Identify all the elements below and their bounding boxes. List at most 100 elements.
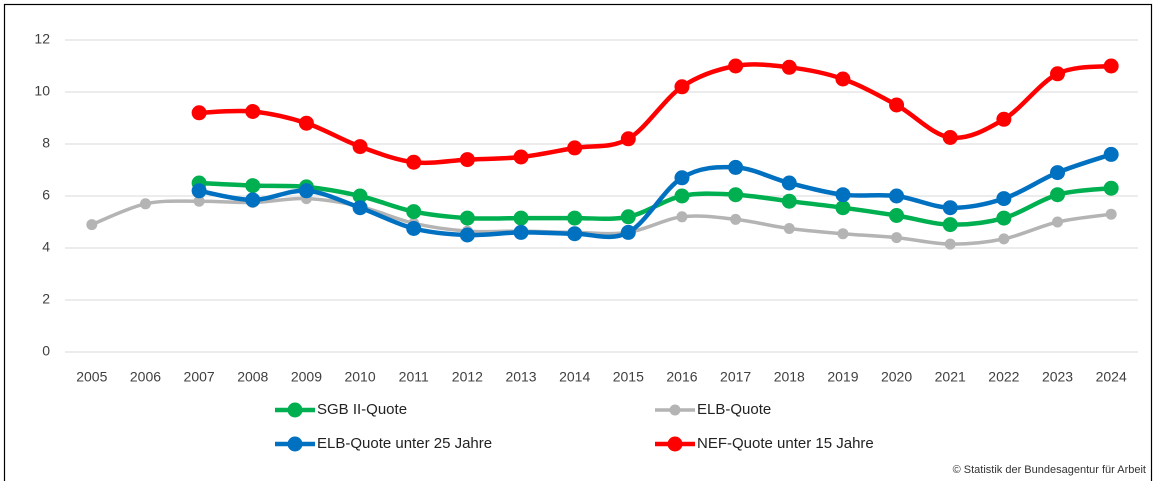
source: © Statistik der Bundesagentur für Arbeit <box>953 464 1146 476</box>
data-point <box>998 233 1010 245</box>
x-tick-label: 2013 <box>505 369 536 385</box>
data-point <box>1050 187 1066 203</box>
data-point <box>783 223 795 234</box>
data-point <box>1103 146 1119 162</box>
data-point <box>620 224 636 240</box>
x-tick-label: 2014 <box>559 369 590 385</box>
legend-label: NEF-Quote unter 15 Jahre <box>697 435 874 452</box>
data-point <box>1052 216 1064 228</box>
frame <box>3 3 1153 481</box>
data-point <box>352 188 368 204</box>
x-tick-label: 2018 <box>774 369 805 385</box>
data-point <box>139 198 151 210</box>
x-tick-label: 2008 <box>237 369 268 385</box>
data-point <box>193 195 205 207</box>
data-point <box>837 228 849 240</box>
legend-label: ELB-Quote <box>697 401 771 418</box>
data-point <box>245 192 261 208</box>
legend: SGB II-Quote ELB-Quote ELB-Quote unter 25 … <box>275 401 874 452</box>
data-point <box>942 200 958 216</box>
data-point <box>620 131 636 147</box>
data-point <box>1103 58 1119 74</box>
x-tick-label: 2020 <box>881 369 912 385</box>
data-point <box>245 104 261 119</box>
data-point <box>996 111 1012 127</box>
data-point <box>459 210 475 226</box>
data-point <box>406 204 422 220</box>
data-point <box>1105 208 1117 220</box>
data-point <box>889 208 905 223</box>
x-tick-label: 2023 <box>1042 369 1073 385</box>
legend-marker <box>667 436 683 452</box>
data-point <box>86 219 98 231</box>
data-point <box>728 187 744 203</box>
data-point <box>567 226 583 242</box>
plot <box>86 58 1119 250</box>
data-point <box>835 200 851 216</box>
data-point <box>513 210 529 226</box>
data-point <box>352 139 368 155</box>
data-point <box>728 58 744 74</box>
series-line <box>199 62 1112 166</box>
x-tick-label: 2006 <box>130 369 161 385</box>
data-point <box>1103 180 1119 196</box>
data-point <box>245 178 261 194</box>
y-tick-label: 12 <box>34 31 50 47</box>
data-point <box>1050 165 1066 181</box>
x-tick-label: 2024 <box>1096 369 1127 385</box>
data-point <box>942 217 958 233</box>
data-point <box>781 175 797 191</box>
data-point <box>889 97 905 113</box>
y-tick-label: 6 <box>42 187 50 203</box>
data-point <box>781 59 797 75</box>
data-point <box>674 79 690 95</box>
y-tick-label: 2 <box>42 291 50 307</box>
data-point <box>891 232 903 244</box>
x-tick-label: 2011 <box>399 369 429 385</box>
data-point <box>459 152 475 168</box>
legend-marker <box>287 436 303 452</box>
data-point <box>406 221 422 236</box>
x-tick-label: 2021 <box>935 369 966 385</box>
data-point <box>674 170 690 186</box>
y-tick-label: 10 <box>34 83 50 99</box>
data-point <box>942 130 958 145</box>
y-tick-label: 4 <box>42 239 50 255</box>
data-point <box>352 200 368 216</box>
data-point <box>191 183 207 199</box>
data-point <box>728 159 744 175</box>
legend-label: ELB-Quote unter 25 Jahre <box>317 435 492 452</box>
x-tick-label: 2007 <box>184 369 215 385</box>
legend-marker <box>287 402 303 418</box>
data-point <box>835 71 851 87</box>
data-point <box>996 191 1012 207</box>
x-tick-label: 2022 <box>988 369 1019 385</box>
data-point <box>406 154 422 170</box>
x-tick-label: 2016 <box>666 369 697 385</box>
data-point <box>513 149 529 165</box>
x-tick-label: 2015 <box>613 369 644 385</box>
data-point <box>996 210 1012 226</box>
y-tick-label: 8 <box>42 135 50 151</box>
x-tick-label: 2017 <box>720 369 751 385</box>
x-tick-label: 2012 <box>452 369 483 385</box>
x-tick-label: 2009 <box>291 369 322 385</box>
data-point <box>620 209 636 225</box>
y-tick-label: 0 <box>42 343 50 359</box>
data-point <box>567 210 583 226</box>
data-point <box>298 183 314 199</box>
data-point <box>835 187 851 203</box>
legend-label: SGB II-Quote <box>317 401 407 418</box>
legend-marker <box>669 404 681 416</box>
data-point <box>944 238 956 250</box>
x-tick-label: 2010 <box>344 369 375 385</box>
data-point <box>781 193 797 209</box>
data-point <box>1050 66 1066 82</box>
data-point <box>459 227 475 243</box>
data-point <box>889 188 905 204</box>
data-point <box>730 213 742 225</box>
data-point <box>298 115 314 131</box>
data-point <box>674 188 690 204</box>
